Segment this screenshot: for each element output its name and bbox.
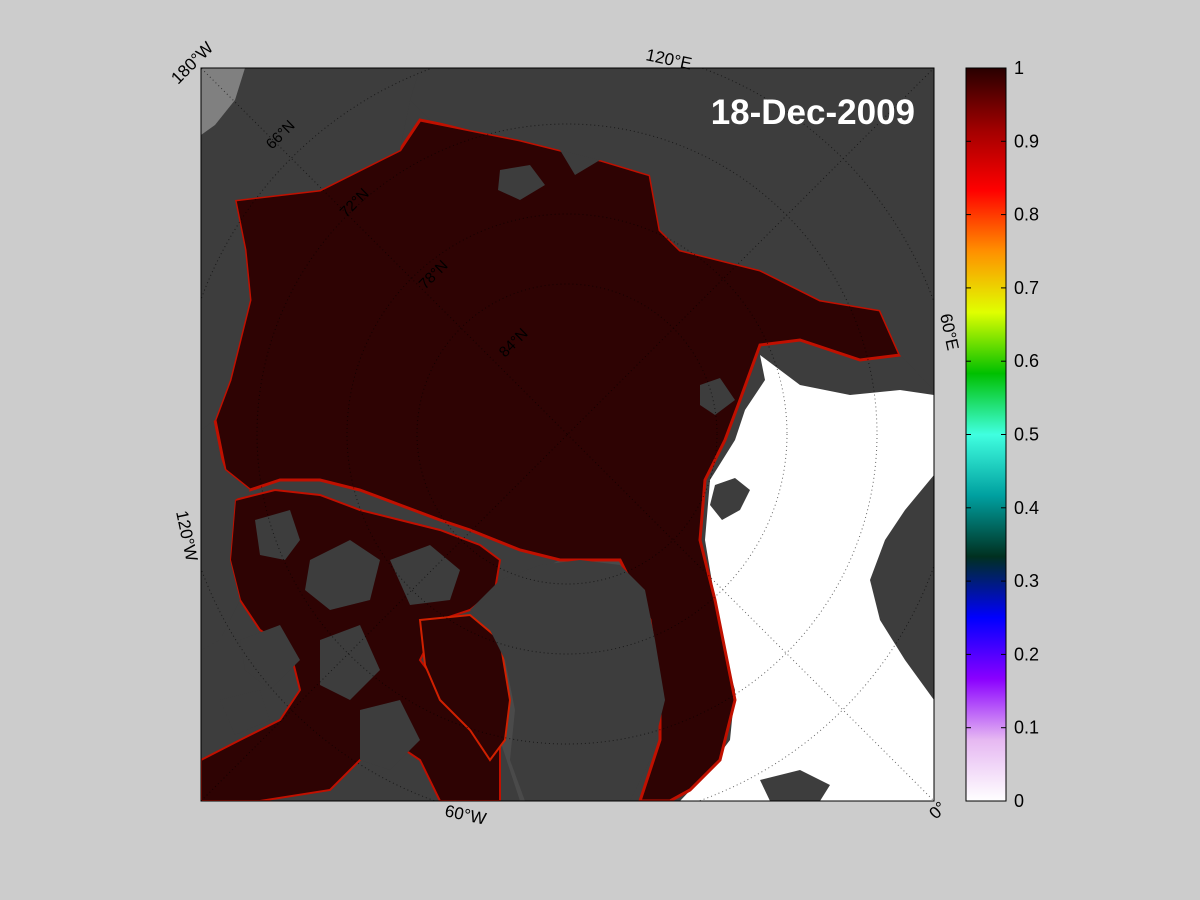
canada-mainland	[201, 440, 250, 650]
meridian-0	[566, 433, 934, 801]
alaska-land	[201, 68, 420, 430]
colorbar-gradient	[965, 67, 1007, 802]
colorbar-tick-label: 0	[1014, 791, 1024, 811]
colorbar: 0 0.1 0.2 0.3 0.4 0.5 0.6 0.7 0.8 0.9 1	[965, 58, 1039, 811]
meridian-90	[201, 68, 934, 801]
scandinavia-land	[870, 475, 934, 700]
latitude-circle-78	[346, 213, 788, 655]
baffin-bay-ice	[418, 613, 512, 762]
latitude-circle-72	[256, 123, 878, 745]
colorbar-tick-label: 0.3	[1014, 571, 1039, 591]
siberian-islands	[498, 140, 735, 415]
alaska-light-land	[201, 68, 245, 135]
colorbar-tick-label: 1	[1014, 58, 1024, 78]
greenland-land	[470, 560, 665, 801]
longitude-label-120w: 120°W	[172, 509, 201, 563]
longitude-label-60w: 60°W	[443, 801, 488, 828]
svalbard-land	[710, 478, 750, 520]
colorbar-tick-label: 0.6	[1014, 351, 1039, 371]
canadian-islands	[220, 510, 460, 770]
colorbar-tick-label: 0.1	[1014, 718, 1039, 738]
map-frame	[200, 67, 935, 802]
colorbar-tick-label: 0.7	[1014, 278, 1039, 298]
map-panel	[201, 68, 934, 801]
latitude-circle-84	[416, 283, 718, 585]
graticule	[201, 68, 934, 801]
colorbar-tick-label: 0.8	[1014, 205, 1039, 225]
longitude-label-60e: 60°E	[936, 312, 962, 352]
longitude-label-0: 0°	[925, 798, 950, 823]
open-water-region	[680, 355, 934, 801]
iceland-land	[760, 770, 830, 801]
colorbar-tick-label: 0.2	[1014, 644, 1039, 664]
russia-land	[410, 68, 934, 390]
date-label: 18-Dec-2009	[711, 93, 915, 132]
colorbar-tick-label: 0.4	[1014, 498, 1039, 518]
colorbar-tick-label: 0.5	[1014, 425, 1039, 445]
colorbar-tick-label: 0.9	[1014, 131, 1039, 151]
